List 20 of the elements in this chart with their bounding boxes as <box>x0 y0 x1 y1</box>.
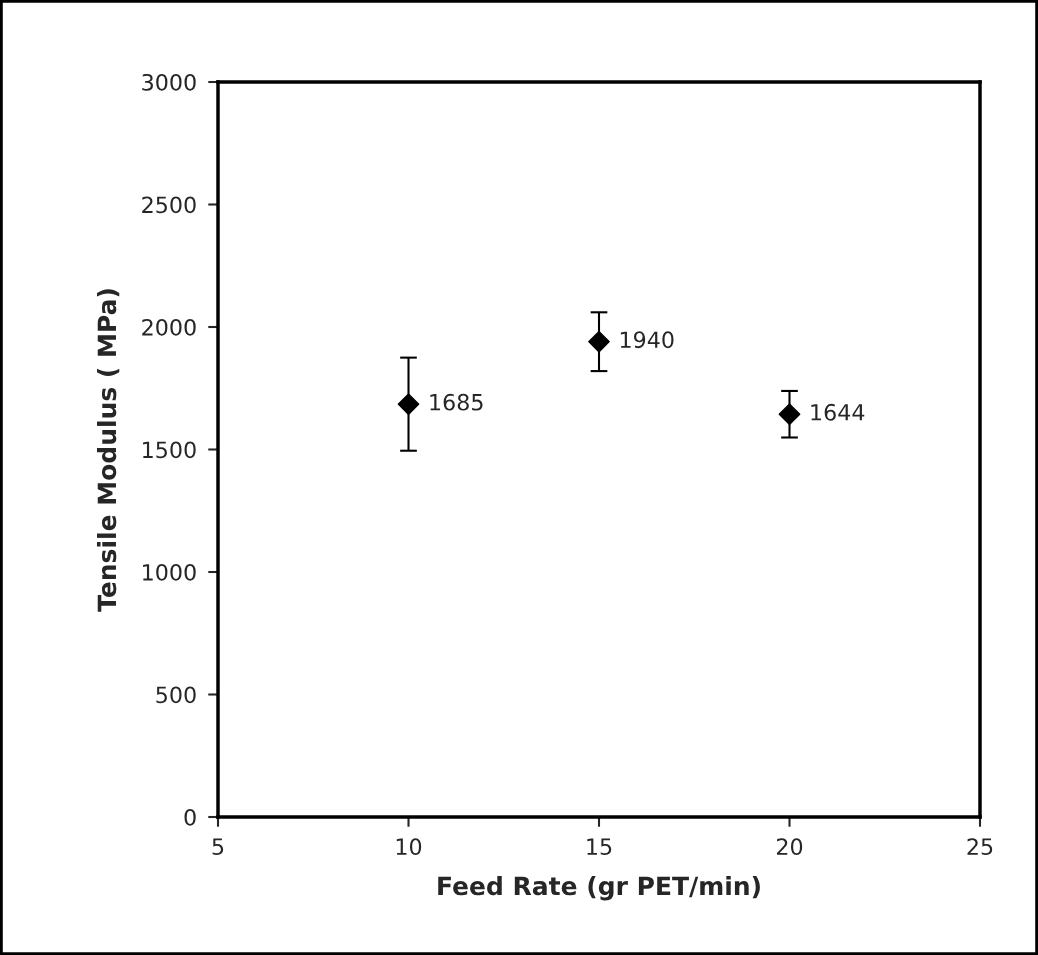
data-label: 1644 <box>811 403 865 421</box>
x-tick-label: 25 <box>967 838 993 856</box>
y-tick-label: 1500 <box>143 441 196 459</box>
point <box>778 403 801 426</box>
y-tick-label: 3000 <box>142 73 196 91</box>
x-tick-label: 10 <box>396 838 422 856</box>
x-tick-label: 5 <box>212 838 224 856</box>
y-tick-label: 0 <box>184 808 196 826</box>
y-tick-label: 1000 <box>143 563 196 581</box>
x-axis-title: Feed Rate (gr PET/min) <box>438 876 760 901</box>
data-label: 1685 <box>430 393 483 411</box>
point <box>588 330 610 353</box>
data-label: 1940 <box>620 331 674 349</box>
y-tick-label: 2500 <box>142 196 196 214</box>
y-axis-title: Tensile Modulus ( MPa) <box>96 289 120 612</box>
point <box>397 393 420 416</box>
x-tick-label: 20 <box>776 838 803 856</box>
y-tick-label: 2000 <box>142 318 196 336</box>
x-tick-label: 15 <box>587 838 612 856</box>
y-tick-label: 500 <box>156 686 196 704</box>
